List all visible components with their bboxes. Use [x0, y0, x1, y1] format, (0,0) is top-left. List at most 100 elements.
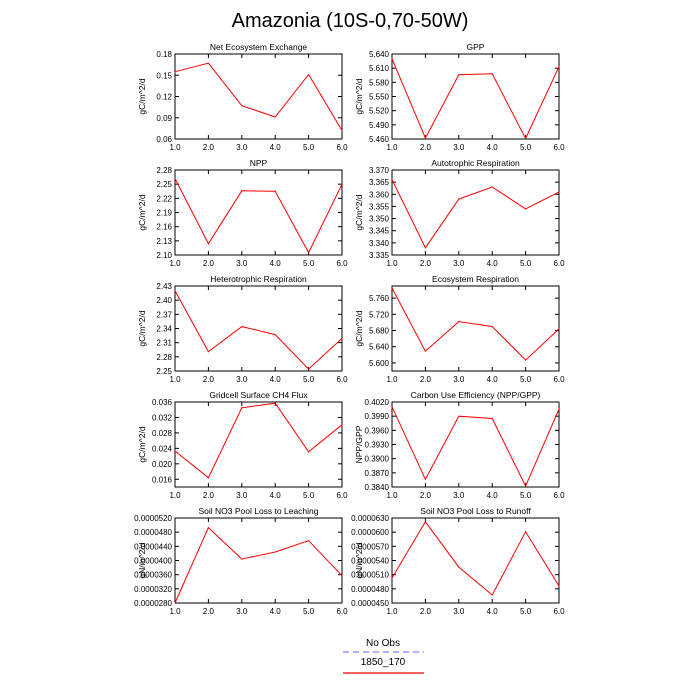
x-tick-label: 1.0 [169, 143, 181, 152]
data-point [558, 191, 560, 193]
y-tick-label: 0.18 [156, 50, 172, 59]
y-tick-label: 0.0000480 [134, 528, 172, 537]
x-tick-label: 5.0 [520, 607, 532, 616]
x-tick-label: 3.0 [453, 607, 465, 616]
data-point [525, 485, 527, 487]
panel-4: Autotrophic Respiration gC/m^2/d 3.335 3.34… [354, 158, 565, 268]
data-point [341, 424, 343, 426]
data-point [274, 334, 276, 336]
x-tick-label: 4.0 [487, 259, 499, 268]
y-tick-label: 0.0000570 [351, 542, 389, 551]
plot-frame [174, 169, 343, 256]
x-tick-label: 1.0 [169, 375, 181, 384]
x-tick-label: 3.0 [453, 259, 465, 268]
y-tick-label: 3.355 [369, 202, 390, 211]
x-tick-label: 6.0 [336, 143, 348, 152]
y-tick-label: 3.340 [369, 239, 390, 248]
panel-2: GPP gC/m^2/d 5.460 5.490 5.520 5.550 5.580 5.61… [354, 42, 565, 152]
data-point [558, 66, 560, 68]
data-point [241, 407, 243, 409]
x-tick-label: 2.0 [420, 259, 432, 268]
x-tick-label: 6.0 [553, 143, 565, 152]
y-tick-label: 0.3960 [365, 426, 390, 435]
series-line [174, 402, 343, 479]
data-point [274, 551, 276, 553]
data-point [424, 137, 426, 139]
data-point [491, 417, 493, 420]
x-tick-label: 5.0 [520, 143, 532, 152]
panels: Net Ecosystem Exchange gC/m^2/d 0.06 0.09 0.… [134, 42, 565, 616]
y-tick-label: 2.28 [156, 166, 172, 175]
x-tick-label: 3.0 [236, 607, 248, 616]
panel-title: Soil NO3 Pool Loss to Runoff [420, 506, 531, 516]
y-axis-label: gC/m^2/d [137, 194, 147, 230]
legend-label-1850-170: 1850_170 [361, 657, 406, 668]
y-tick-label: 5.600 [369, 359, 390, 368]
y-tick-label: 5.520 [369, 107, 390, 116]
data-point [241, 558, 243, 560]
x-tick-label: 4.0 [270, 375, 282, 384]
x-tick-label: 3.0 [236, 491, 248, 500]
y-tick-label: 0.032 [152, 413, 173, 422]
series-line [391, 179, 560, 249]
y-tick-label: 0.028 [152, 429, 173, 438]
y-tick-label: 2.16 [156, 223, 172, 232]
plot-frame [174, 517, 343, 604]
y-tick-label: 0.3840 [365, 483, 390, 492]
x-tick-label: 3.0 [453, 143, 465, 152]
x-tick-label: 5.0 [303, 607, 315, 616]
x-tick-label: 4.0 [270, 491, 282, 500]
y-tick-label: 0.15 [156, 71, 172, 80]
series-line [391, 520, 560, 596]
x-tick-label: 4.0 [270, 143, 282, 152]
series-line [174, 178, 343, 254]
x-tick-label: 2.0 [420, 143, 432, 152]
y-tick-label: 0.09 [156, 114, 172, 123]
data-point [308, 252, 310, 254]
y-tick-label: 5.460 [369, 135, 390, 144]
x-tick-label: 4.0 [487, 375, 499, 384]
plot-frame [391, 285, 560, 372]
x-tick-label: 2.0 [420, 607, 432, 616]
y-tick-label: 5.680 [369, 327, 390, 336]
data-point [491, 594, 493, 596]
data-point [458, 566, 460, 568]
y-tick-label: 2.37 [156, 310, 172, 319]
y-tick-label: 2.22 [156, 194, 172, 203]
x-tick-label: 2.0 [203, 607, 215, 616]
x-tick-label: 1.0 [386, 143, 398, 152]
x-tick-label: 1.0 [386, 491, 398, 500]
x-tick-label: 1.0 [169, 259, 181, 268]
data-point [424, 478, 426, 481]
data-point [391, 179, 393, 181]
y-tick-label: 2.34 [156, 325, 172, 334]
x-tick-label: 6.0 [336, 491, 348, 500]
data-point [391, 577, 393, 579]
data-point [525, 531, 527, 533]
data-point [424, 350, 426, 352]
data-point [207, 62, 209, 64]
series-line [391, 406, 560, 488]
data-point [491, 73, 493, 75]
data-point [458, 74, 460, 76]
y-axis-label: gC/m^2/d [137, 78, 147, 114]
plot-frame [174, 53, 343, 140]
data-point [525, 359, 527, 361]
panel-title: Autotrophic Respiration [431, 158, 520, 168]
y-tick-label: 0.0000450 [351, 599, 389, 608]
x-tick-label: 6.0 [553, 491, 565, 500]
data-point [274, 190, 276, 192]
x-tick-label: 1.0 [169, 491, 181, 500]
data-point [174, 450, 176, 452]
y-tick-label: 2.31 [156, 339, 172, 348]
data-point [207, 351, 209, 353]
plot-frame [174, 285, 343, 372]
figure-title: Amazonia (10S-0,70-50W) [232, 10, 469, 32]
data-point [207, 526, 209, 529]
x-tick-label: 4.0 [487, 491, 499, 500]
data-point [558, 585, 560, 587]
y-tick-label: 0.3870 [365, 469, 390, 478]
data-point [341, 575, 343, 577]
series-line [174, 526, 343, 604]
data-point [308, 540, 310, 542]
